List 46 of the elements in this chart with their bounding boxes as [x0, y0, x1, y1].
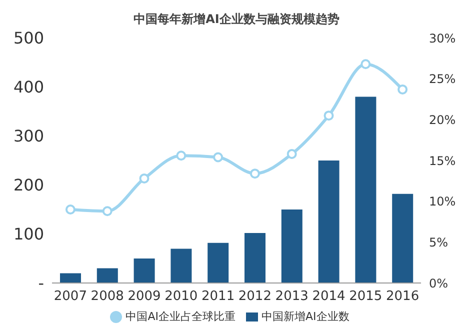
- bar: [355, 96, 376, 283]
- x-tick-label: 2014: [312, 289, 346, 304]
- chart-title: 中国每年新增AI企业数与融资规模趋势: [132, 11, 340, 28]
- bar: [392, 194, 414, 283]
- bar: [281, 210, 302, 283]
- y2-tick-label: 10%: [429, 194, 456, 209]
- legend-label: 中国AI企业占全球比重: [126, 310, 236, 323]
- x-tick-label: 2007: [54, 289, 87, 304]
- bar: [208, 242, 229, 283]
- x-tick-label: 2010: [164, 289, 198, 304]
- y2-tick-label: 20%: [429, 112, 456, 127]
- legend-label: 中国新增AI企业数: [262, 310, 350, 323]
- point: [286, 148, 297, 159]
- bar: [60, 273, 81, 283]
- bar: [244, 233, 266, 283]
- x-tick-label: 2011: [202, 289, 235, 304]
- x-tick-label: 2013: [275, 289, 308, 304]
- y-tick-label: 200: [13, 176, 44, 195]
- x-tick-label: 2009: [128, 289, 161, 304]
- bar: [170, 248, 192, 283]
- y-tick-label: 400: [13, 78, 44, 97]
- y-tick-label: 100: [13, 224, 44, 244]
- y-tick-label: 300: [13, 126, 44, 146]
- point: [65, 204, 76, 214]
- x-tick-label: 2016: [386, 289, 420, 304]
- bar: [134, 258, 155, 283]
- point: [176, 150, 186, 161]
- point: [102, 206, 112, 216]
- y2-tick-label: 30%: [429, 31, 456, 46]
- x-tick-label: 2015: [349, 289, 382, 304]
- bar: [318, 160, 340, 283]
- point: [398, 84, 408, 94]
- y-tick-label: 500: [13, 28, 44, 48]
- y2-tick-label: 0%: [429, 276, 448, 290]
- x-tick-label: 2008: [90, 289, 124, 304]
- point: [250, 168, 260, 179]
- y2-tick-label: 15%: [429, 154, 456, 168]
- bar: [96, 268, 118, 283]
- point: [360, 59, 371, 70]
- x-tick-label: 2012: [238, 289, 272, 304]
- y2-tick-label: 5%: [429, 235, 448, 250]
- point: [139, 173, 150, 184]
- point: [324, 110, 334, 121]
- point: [213, 152, 224, 162]
- y-tick-label: -: [38, 274, 44, 293]
- y2-tick-label: 25%: [429, 72, 456, 86]
